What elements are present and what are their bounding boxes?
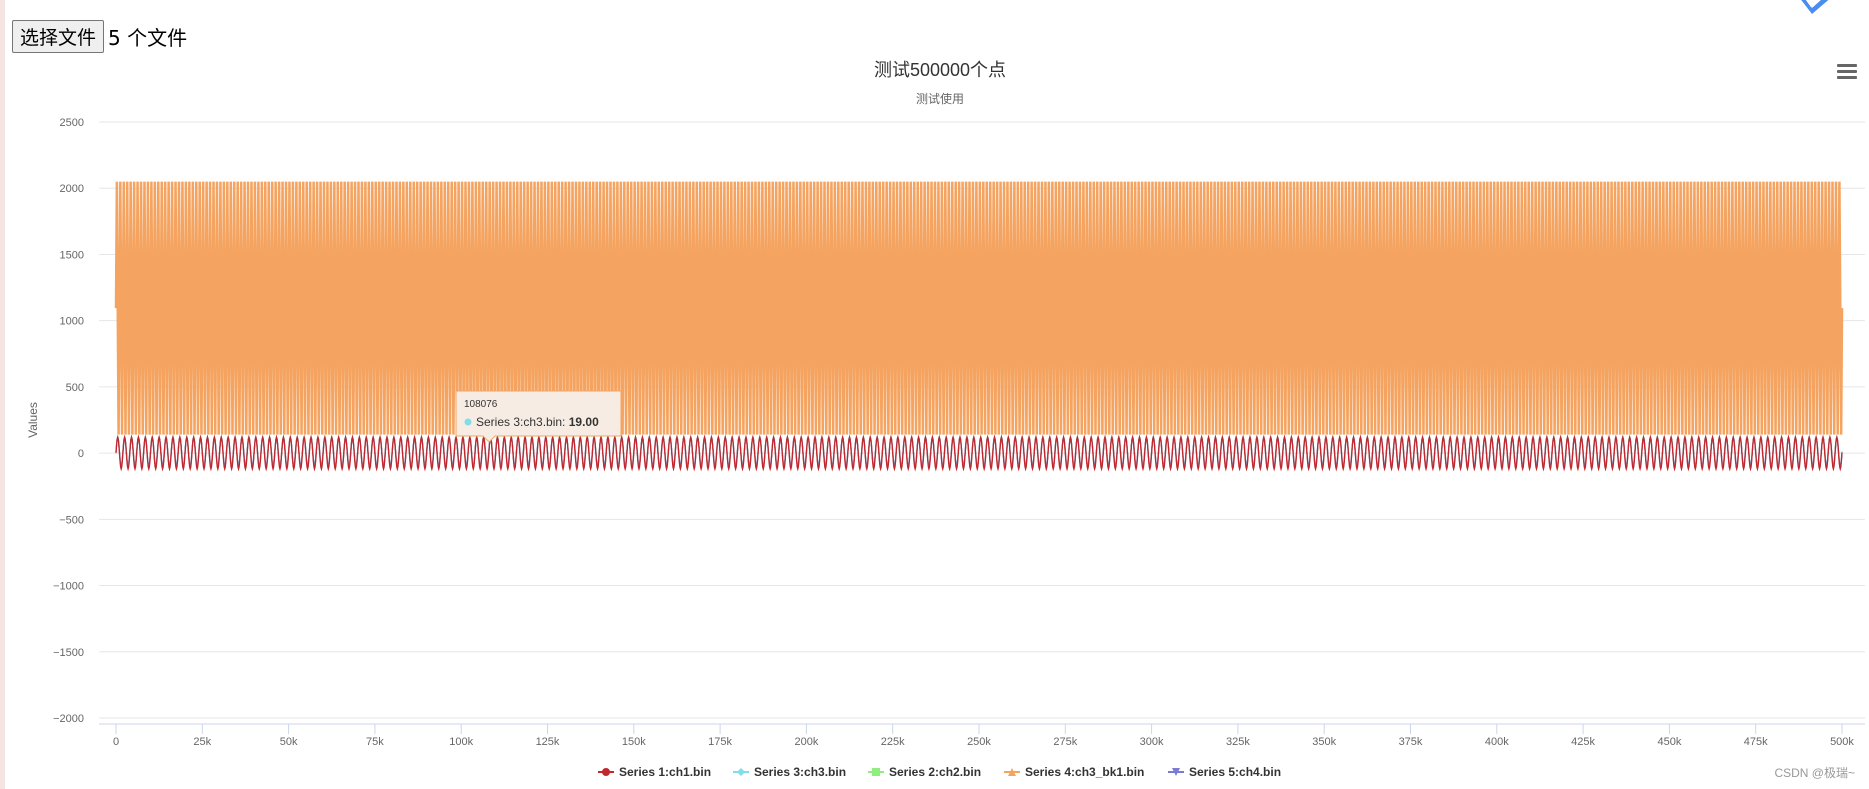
x-tick-label: 300k — [1140, 736, 1164, 748]
x-tick-label: 400k — [1485, 736, 1509, 748]
watermark-text: CSDN @极瑞~ — [1774, 766, 1855, 780]
file-count-status: 5 个文件 — [108, 25, 188, 50]
chart-y-axis: −2000 −1500 −1000 −500 0 500 1000 1500 2000 2500 — [53, 117, 84, 725]
chart-legend: Series 1:ch1.bin Series 3:ch3.bin Series 2… — [598, 765, 1281, 779]
y-tick-label: 2000 — [60, 183, 84, 195]
series-line — [114, 181, 1844, 435]
x-tick-label: 500k — [1830, 736, 1854, 748]
x-tick-label: 100k — [449, 736, 473, 748]
legend-item[interactable]: Series 3:ch3.bin — [733, 765, 846, 779]
legend-item[interactable]: Series 4:ch3_bk1.bin — [1004, 765, 1144, 779]
x-tick-label: 475k — [1744, 736, 1768, 748]
chart-plot-area — [114, 181, 1844, 472]
legend-item[interactable]: Series 5:ch4.bin — [1168, 765, 1281, 779]
diamond-marker-icon — [737, 768, 745, 776]
x-tick-label: 325k — [1226, 736, 1250, 748]
y-tick-label: 2500 — [60, 117, 84, 129]
chart-subtitle: 测试使用 — [916, 91, 964, 106]
x-tick-label: 0 — [113, 736, 119, 748]
circle-marker-icon — [602, 768, 610, 776]
triangle-down-marker-icon — [1172, 768, 1180, 776]
blue-badge-icon — [1788, 0, 1844, 21]
x-tick-label: 450k — [1657, 736, 1681, 748]
triangle-marker-icon — [1008, 768, 1016, 776]
page-edge — [0, 0, 5, 789]
chart-x-axis: 0 25k 50k 75k 100k 125k 150k 175k 200k 225k 250k 27… — [99, 723, 1865, 748]
chart-title: 测试500000个点 — [874, 60, 1006, 80]
legend-label: Series 5:ch4.bin — [1189, 765, 1281, 779]
x-tick-label: 175k — [708, 736, 732, 748]
chart-tooltip: 108076 Series 3:ch3.bin: 19.00 — [455, 390, 622, 443]
hamburger-menu-icon[interactable] — [1837, 64, 1857, 82]
tooltip-value: 19.00 — [569, 415, 599, 429]
legend-item[interactable]: Series 2:ch2.bin — [868, 765, 981, 779]
y-tick-label: −500 — [59, 514, 84, 526]
choose-file-button[interactable]: 选择文件 — [12, 19, 105, 53]
tooltip-series-name: Series 3:ch3.bin: — [476, 415, 569, 429]
x-tick-label: 350k — [1312, 736, 1336, 748]
square-marker-icon — [872, 768, 880, 776]
file-input-row: 选择文件 5 个文件 — [12, 19, 188, 53]
x-tick-label: 75k — [366, 736, 384, 748]
legend-label: Series 1:ch1.bin — [619, 765, 711, 779]
chart-y-axis-label: Values — [26, 402, 40, 438]
x-tick-label: 50k — [280, 736, 298, 748]
legend-label: Series 4:ch3_bk1.bin — [1025, 765, 1144, 779]
tooltip-box — [455, 390, 622, 443]
x-tick-label: 375k — [1399, 736, 1423, 748]
legend-item[interactable]: Series 1:ch1.bin — [598, 765, 711, 779]
x-tick-label: 200k — [794, 736, 818, 748]
x-tick-label: 25k — [193, 736, 211, 748]
y-tick-label: −1500 — [53, 647, 84, 659]
y-tick-label: −1000 — [53, 581, 84, 593]
y-tick-label: 1000 — [60, 316, 84, 328]
x-tick-label: 425k — [1571, 736, 1595, 748]
y-tick-label: 500 — [66, 382, 84, 394]
legend-label: Series 3:ch3.bin — [754, 765, 846, 779]
tooltip-marker-icon — [464, 418, 472, 426]
y-tick-label: 1500 — [60, 249, 84, 261]
x-tick-label: 275k — [1053, 736, 1077, 748]
series-line — [115, 434, 1843, 472]
x-tick-label: 150k — [622, 736, 646, 748]
legend-label: Series 2:ch2.bin — [889, 765, 981, 779]
x-tick-label: 225k — [881, 736, 905, 748]
y-tick-label: 0 — [78, 448, 84, 460]
x-tick-label: 250k — [967, 736, 991, 748]
y-tick-label: −2000 — [53, 713, 84, 725]
tooltip-series-line: Series 3:ch3.bin: 19.00 — [476, 415, 599, 429]
tooltip-x-value: 108076 — [464, 399, 498, 410]
x-tick-label: 125k — [536, 736, 560, 748]
